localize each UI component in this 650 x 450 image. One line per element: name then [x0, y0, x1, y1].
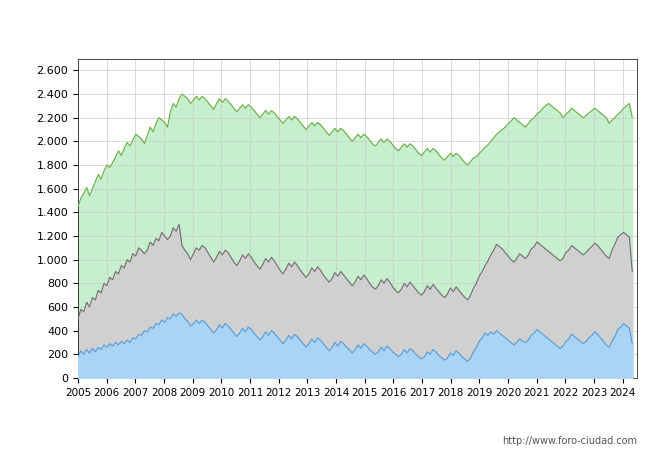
Text: L'Ampolla - Evolucion de la poblacion en edad de Trabajar Mayo de 2024: L'Ampolla - Evolucion de la poblacion en…	[83, 21, 567, 33]
Text: http://www.foro-ciudad.com: http://www.foro-ciudad.com	[502, 436, 637, 446]
